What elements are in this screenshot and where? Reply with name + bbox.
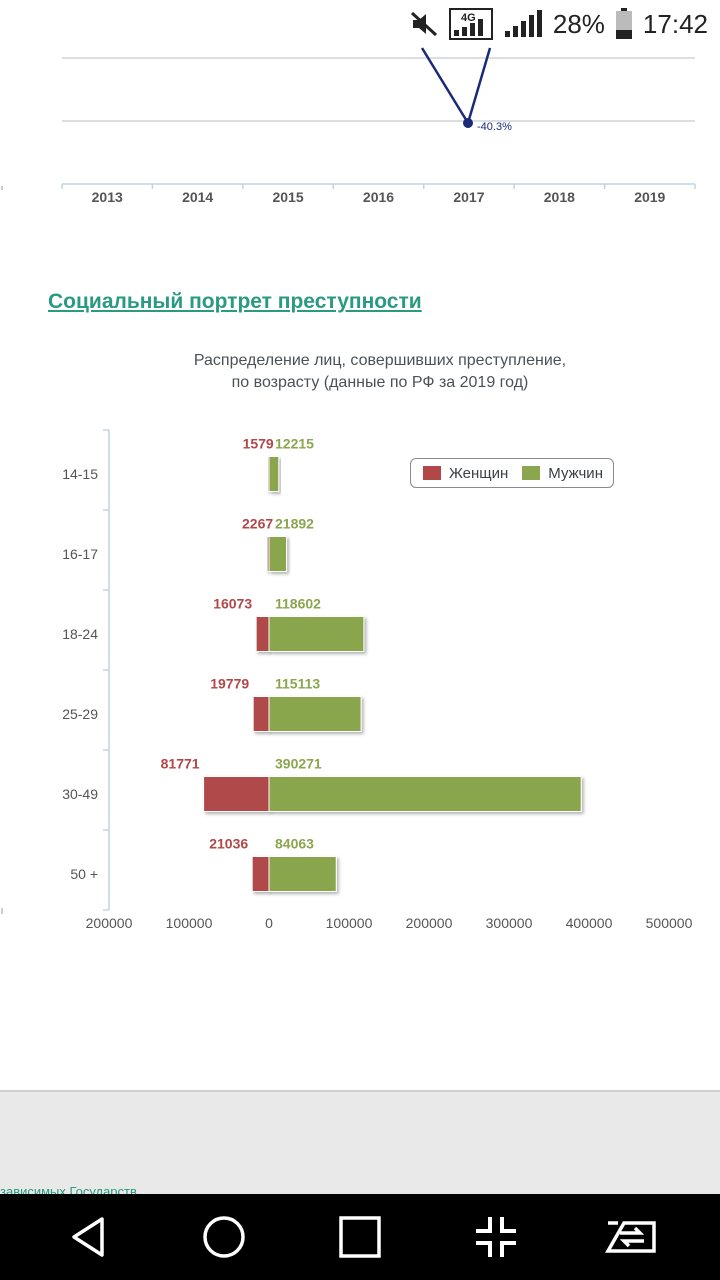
legend-label-women[interactable]: Женщин xyxy=(449,464,509,482)
chart-title-line-1: Распределение лиц, совершивших преступле… xyxy=(193,352,567,369)
data-label-men: 12215 xyxy=(275,436,314,452)
bar-men[interactable] xyxy=(268,616,365,652)
bar-men[interactable] xyxy=(268,536,288,572)
recents-icon[interactable] xyxy=(330,1210,390,1264)
status-bar: 4G 28% 17:42 xyxy=(0,0,720,48)
battery-percent: 28% xyxy=(552,8,605,39)
age-distribution-chart: 14-15 1579 12215 16-17 2267 21892 18-24 16073 11… xyxy=(1,429,693,931)
data-label-women: 16073 xyxy=(213,596,252,612)
legend-swatch-men xyxy=(522,466,541,480)
x-tick-label: 100000 xyxy=(166,915,213,931)
line-series xyxy=(420,47,492,127)
bar-men[interactable] xyxy=(268,856,337,892)
data-label-women: 1579 xyxy=(243,436,274,452)
legend-swatch-women xyxy=(423,466,441,480)
category-label: 50 + xyxy=(70,866,98,882)
category-label: 30-49 xyxy=(62,786,98,802)
category-label: 25-29 xyxy=(62,706,98,722)
mute-icon xyxy=(409,9,439,39)
section-title-link[interactable]: Социальный портрет преступности xyxy=(48,290,422,313)
page-footer: зависимых Государств xyxy=(0,1090,720,1199)
data-point xyxy=(463,118,473,128)
chart-legend[interactable]: Женщин Мужчин xyxy=(410,458,614,488)
line-chart-partial: -40.3% 2013 2014 2015 2016 2017 2018 2019 xyxy=(1,47,696,205)
year-label: 2015 xyxy=(272,189,303,205)
data-label-women: 21036 xyxy=(209,836,248,852)
home-icon[interactable] xyxy=(194,1210,254,1264)
data-label-men: 21892 xyxy=(275,516,314,532)
bar-men[interactable] xyxy=(268,456,280,492)
switch-icon[interactable] xyxy=(602,1210,662,1264)
signal-icon xyxy=(503,9,543,39)
data-label-men: 84063 xyxy=(275,836,314,852)
clock: 17:42 xyxy=(642,8,708,39)
category-label: 16-17 xyxy=(62,546,98,562)
data-point-label: -40.3% xyxy=(477,121,512,133)
year-label: 2013 xyxy=(92,189,123,205)
data-label-men: 115113 xyxy=(275,676,320,692)
bar-women[interactable] xyxy=(251,856,270,892)
category-label: 18-24 xyxy=(62,626,98,642)
bar-women[interactable] xyxy=(255,616,270,652)
year-label: 2014 xyxy=(182,189,213,205)
x-tick-label: 0 xyxy=(265,915,273,931)
signal-4g-icon: 4G xyxy=(448,8,493,40)
bar-men[interactable] xyxy=(268,696,362,732)
network-label: 4G xyxy=(461,12,476,24)
data-label-men: 390271 xyxy=(275,756,322,772)
data-label-women: 81771 xyxy=(161,756,200,772)
x-tick-label: 500000 xyxy=(646,915,693,931)
x-tick-label: 400000 xyxy=(566,915,613,931)
chart-title: Распределение лиц, совершивших преступле… xyxy=(80,350,680,394)
bar-women[interactable] xyxy=(252,696,270,732)
data-label-women: 19779 xyxy=(210,676,249,692)
battery-icon xyxy=(615,8,633,40)
x-tick-label: 200000 xyxy=(86,915,133,931)
year-label: 2018 xyxy=(544,189,575,205)
data-label-men: 118602 xyxy=(275,596,321,612)
fullscreen-exit-icon[interactable] xyxy=(466,1210,526,1264)
bar-women[interactable] xyxy=(203,776,270,812)
year-label: 2016 xyxy=(363,189,394,205)
chart-title-line-2: по возрасту (данные по РФ за 2019 год) xyxy=(231,374,529,391)
year-label: 2017 xyxy=(453,189,484,205)
x-tick-label: 200000 xyxy=(406,915,453,931)
legend-label-men[interactable]: Мужчин xyxy=(548,464,603,482)
bar-men[interactable] xyxy=(268,776,582,812)
year-label: 2019 xyxy=(634,189,665,205)
navigation-bar xyxy=(0,1194,720,1280)
back-icon[interactable] xyxy=(58,1210,118,1264)
x-tick-label: 300000 xyxy=(486,915,533,931)
data-label-women: 2267 xyxy=(242,516,273,532)
x-tick-label: 100000 xyxy=(326,915,373,931)
category-label: 14-15 xyxy=(62,466,98,482)
